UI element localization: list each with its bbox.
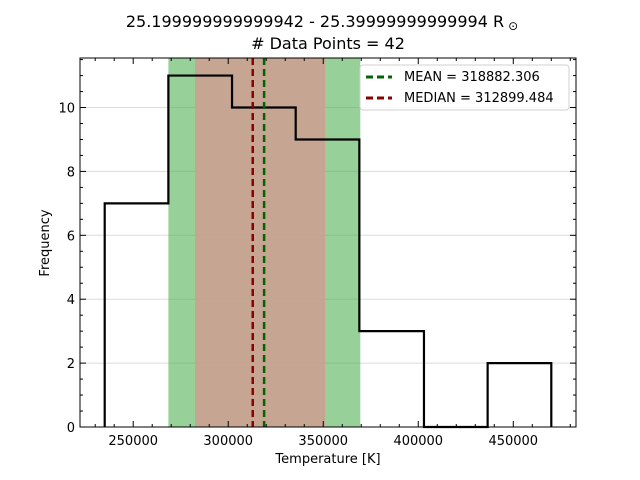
y-tick-label: 4: [67, 293, 75, 308]
y-tick-label: 6: [67, 229, 75, 244]
plot-area: 250000 300000 350000 400000 450000 0 2 4 6 8 10: [58, 57, 577, 449]
y-tick-label: 8: [67, 165, 75, 180]
axes-frame: [79, 57, 577, 428]
iqr-band: [194, 58, 326, 427]
histogram-outline: [103, 74, 553, 429]
x-tick-label: 450000: [488, 434, 538, 449]
x-axis-label: Temperature [K]: [274, 452, 380, 467]
x-tick-label: 250000: [108, 434, 158, 449]
chart-title-line2: # Data Points = 42: [251, 34, 405, 53]
y-tick-label: 2: [67, 357, 75, 372]
legend-box: [359, 64, 570, 111]
y-tick-label: 10: [58, 102, 75, 117]
x-tick-label: 300000: [203, 434, 253, 449]
x-tick-label: 350000: [298, 434, 348, 449]
legend: MEAN = 318882.306 MEDIAN = 312899.484: [359, 64, 570, 111]
y-tick-label: 0: [67, 421, 75, 436]
chart-title-line1: 25.199999999999942 - 25.39999999999994 R…: [126, 12, 518, 33]
legend-mean-label: MEAN = 318882.306: [404, 70, 540, 85]
x-tick-label: 400000: [393, 434, 443, 449]
y-axis-label: Frequency: [38, 209, 53, 276]
legend-median-label: MEDIAN = 312899.484: [404, 91, 554, 106]
